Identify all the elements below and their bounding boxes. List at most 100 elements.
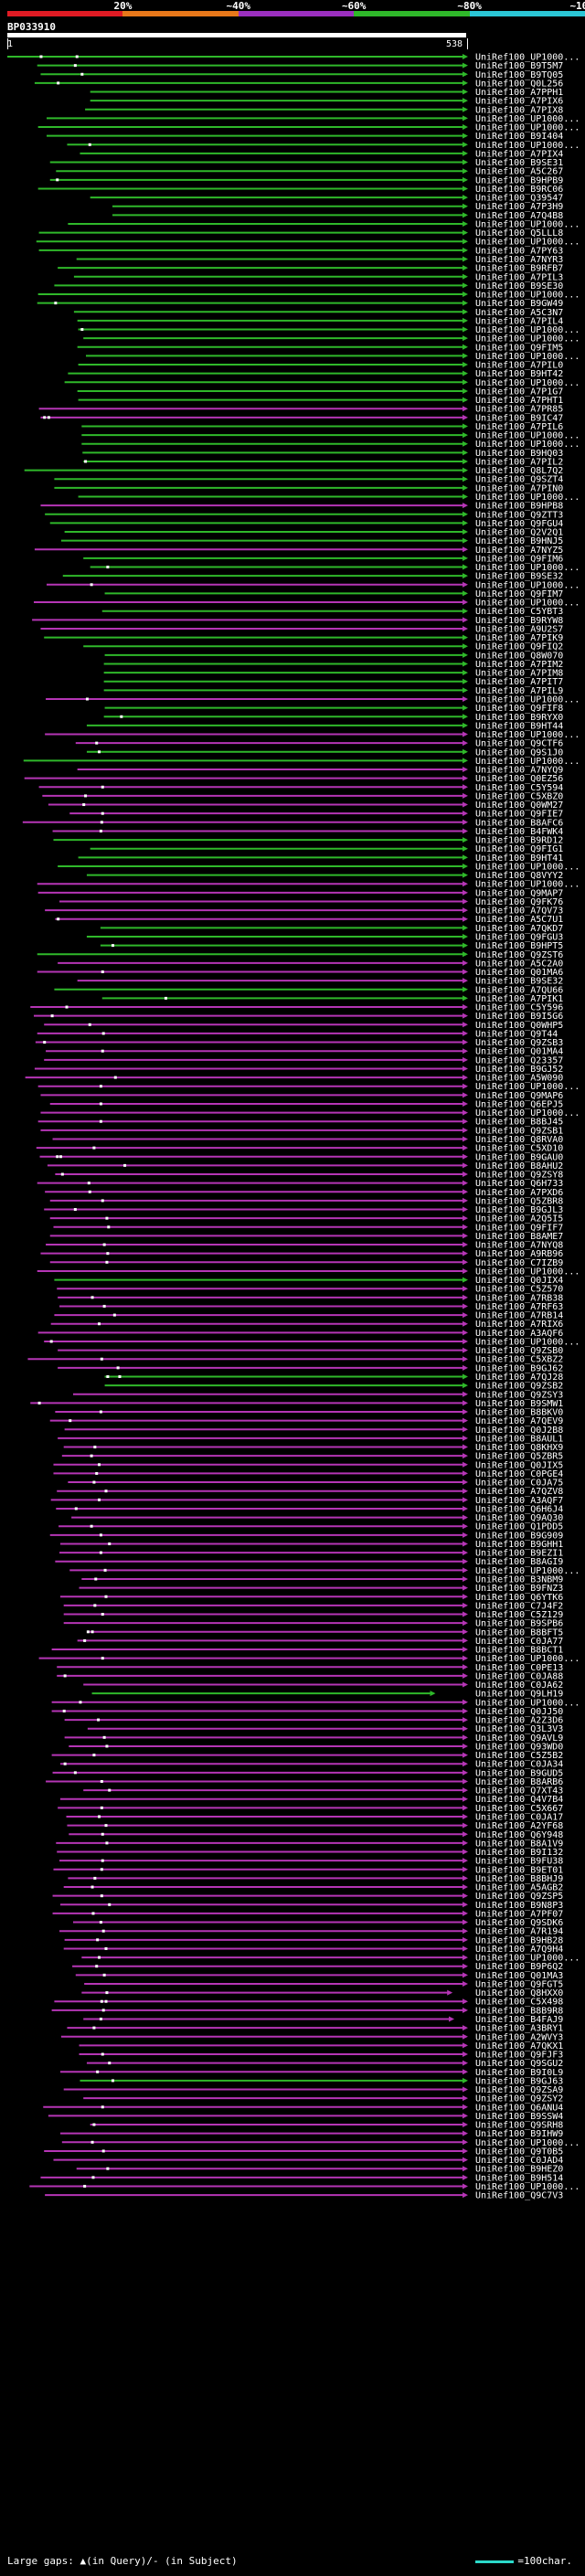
hit-label[interactable]: UniRef100_C0JA77 (475, 1637, 563, 1647)
hit-label[interactable]: UniRef100_Q8VYY2 (475, 871, 563, 881)
hit-label[interactable]: UniRef100_B9IC47 (475, 413, 563, 423)
hit-row[interactable]: UniRef100_Q9C7V3 (45, 2191, 563, 2201)
hit-label[interactable]: UniRef100_C0PGE4 (475, 1469, 563, 1479)
hit-label[interactable]: UniRef100_A7NYQ8 (475, 1241, 563, 1251)
hit-label[interactable]: UniRef100_UP1000... (475, 757, 580, 767)
hit-label[interactable]: UniRef100_Q9ZSB1 (475, 1126, 563, 1136)
hit-row[interactable]: UniRef100_B9HT42 (68, 369, 563, 379)
hit-row[interactable]: UniRef100_UP1000... (29, 2182, 580, 2192)
hit-row[interactable]: UniRef100_A7PIK1 (101, 994, 564, 1004)
hit-row[interactable]: UniRef100_B4FAJ9 (83, 2015, 563, 2025)
hit-row[interactable]: UniRef100_B9N8P3 (59, 1901, 563, 1911)
hit-label[interactable]: UniRef100_Q2V2Q1 (475, 528, 563, 538)
hit-row[interactable]: UniRef100_A2Q5I5 (49, 1214, 564, 1224)
hit-row[interactable]: UniRef100_B8A1V9 (56, 1839, 563, 1849)
hit-row[interactable]: UniRef100_A5C3N7 (73, 308, 563, 318)
hit-label[interactable]: UniRef100_C0JA75 (475, 1479, 563, 1489)
hit-label[interactable]: UniRef100_B8AGI9 (475, 1557, 563, 1567)
hit-row[interactable]: UniRef100_Q9FIM6 (83, 554, 563, 564)
hit-row[interactable]: UniRef100_A7PXD6 (45, 1188, 563, 1198)
hit-label[interactable]: UniRef100_B9SSW4 (475, 2112, 563, 2122)
hit-label[interactable]: UniRef100_B9RC06 (475, 185, 563, 195)
hit-label[interactable]: UniRef100_C5XD10 (475, 1144, 563, 1154)
hit-row[interactable]: UniRef100_UP1000... (44, 1337, 580, 1347)
hit-row[interactable]: UniRef100_Q0JIX4 (54, 1276, 563, 1286)
hit-row[interactable]: UniRef100_Q9ZSB0 (58, 1346, 563, 1356)
hit-label[interactable]: UniRef100_B9HEZ0 (475, 2165, 563, 2175)
hit-row[interactable]: UniRef100_B9GJ63 (80, 2076, 563, 2086)
hit-row[interactable]: UniRef100_C0JA75 (68, 1479, 563, 1489)
hit-row[interactable]: UniRef100_A7NYZ5 (34, 546, 563, 556)
hit-label[interactable]: UniRef100_A7NYQ9 (475, 766, 563, 776)
hit-label[interactable]: UniRef100_B9RD12 (475, 836, 563, 846)
hit-label[interactable]: UniRef100_UP1000... (475, 1566, 580, 1576)
hit-label[interactable]: UniRef100_A7QEV9 (475, 1416, 563, 1426)
hit-label[interactable]: UniRef100_A5C3N7 (475, 308, 563, 318)
hit-row[interactable]: UniRef100_Q9T0B5 (44, 2147, 563, 2157)
hit-label[interactable]: UniRef100_B9SE30 (475, 281, 563, 292)
hit-row[interactable]: UniRef100_A7PIX8 (85, 105, 563, 115)
hit-label[interactable]: UniRef100_A7PIX6 (475, 97, 563, 107)
hit-row[interactable]: UniRef100_A7PIN0 (54, 483, 563, 493)
hit-row[interactable]: UniRef100_UP1000... (51, 1698, 580, 1708)
hit-row[interactable]: UniRef100_B9RD12 (53, 836, 563, 846)
hit-label[interactable]: UniRef100_UP1000... (475, 599, 580, 609)
hit-row[interactable]: UniRef100_B8ARB6 (46, 1777, 563, 1787)
hit-row[interactable]: UniRef100_B9SE31 (49, 158, 564, 168)
hit-row[interactable]: UniRef100_Q5ZBR8 (49, 1196, 564, 1206)
hit-row[interactable]: UniRef100_UP1000... (37, 880, 580, 890)
hit-row[interactable]: UniRef100_B8AFC6 (22, 818, 564, 828)
hit-row[interactable]: UniRef100_UP1000... (47, 580, 580, 590)
hit-label[interactable]: UniRef100_Q9FGU3 (475, 933, 563, 943)
hit-label[interactable]: UniRef100_B8BFT5 (475, 1627, 563, 1638)
hit-row[interactable]: UniRef100_UP1000... (45, 730, 580, 740)
hit-row[interactable]: UniRef100_A5AGB2 (63, 1883, 564, 1893)
hit-label[interactable]: UniRef100_B9SE31 (475, 158, 563, 168)
hit-row[interactable]: UniRef100_UP1000... (46, 694, 580, 705)
hit-row[interactable]: UniRef100_B8BJ45 (37, 1118, 564, 1128)
hit-label[interactable]: UniRef100_A7QKX1 (475, 2041, 563, 2051)
hit-row[interactable]: UniRef100_Q9ZTT3 (45, 510, 563, 520)
hit-row[interactable]: UniRef100_A7PIL6 (81, 422, 563, 432)
hit-label[interactable]: UniRef100_Q9ZSY3 (475, 1390, 563, 1400)
hit-label[interactable]: UniRef100_A7PIL6 (475, 422, 563, 432)
hit-row[interactable]: UniRef100_A7PF07 (52, 1909, 564, 1919)
hit-label[interactable]: UniRef100_UP1000... (475, 325, 580, 335)
hit-row[interactable]: UniRef100_A7PIL2 (83, 457, 563, 467)
hit-label[interactable]: UniRef100_A7Q9H4 (475, 1945, 563, 1955)
hit-row[interactable]: UniRef100_Q9T44 (37, 1029, 558, 1039)
hit-row[interactable]: UniRef100_A7PHT1 (78, 396, 564, 406)
hit-row[interactable]: UniRef100_A7NYQ9 (77, 766, 564, 776)
hit-row[interactable]: UniRef100_A7QKX1 (79, 2041, 564, 2051)
hit-row[interactable]: UniRef100_UP1000... (78, 493, 580, 503)
hit-row[interactable]: UniRef100_B8BFT5 (86, 1627, 563, 1638)
hit-row[interactable]: UniRef100_A7PIX4 (80, 149, 563, 159)
hit-label[interactable]: UniRef100_A7NYZ5 (475, 546, 563, 556)
hit-label[interactable]: UniRef100_Q6H6J4 (475, 1504, 563, 1514)
hit-row[interactable]: UniRef100_Q9FGU3 (86, 933, 563, 943)
hit-label[interactable]: UniRef100_Q9FK76 (475, 897, 563, 907)
hit-row[interactable]: UniRef100_B9RFB7 (58, 264, 563, 274)
hit-row[interactable]: UniRef100_A7PIT7 (103, 677, 564, 687)
hit-row[interactable]: UniRef100_C0JA62 (83, 1680, 563, 1691)
hit-label[interactable]: UniRef100_Q01MA6 (475, 968, 563, 978)
hit-label[interactable]: UniRef100_B8BHJ9 (475, 1874, 563, 1884)
hit-row[interactable]: UniRef100_Q9ZSB2 (104, 1382, 564, 1392)
hit-row[interactable]: UniRef100_C5Z5B2 (51, 1751, 564, 1761)
hit-row[interactable]: UniRef100_Q9ZSA9 (63, 2085, 564, 2095)
hit-row[interactable]: UniRef100_B9HB28 (64, 1935, 564, 1945)
hit-row[interactable]: UniRef100_Q9ZSY8 (55, 1171, 563, 1181)
hit-label[interactable]: UniRef100_B9I0L9 (475, 2068, 563, 2078)
hit-label[interactable]: UniRef100_UP1000... (475, 53, 580, 63)
hit-label[interactable]: UniRef100_B9I5G6 (475, 1012, 563, 1022)
hit-row[interactable]: UniRef100_Q9ZST6 (37, 950, 564, 960)
hit-row[interactable]: UniRef100_C0JAD4 (53, 2156, 563, 2166)
hit-label[interactable]: UniRef100_C0JAD4 (475, 2156, 563, 2166)
hit-label[interactable]: UniRef100_Q9FIM5 (475, 343, 563, 353)
hit-label[interactable]: UniRef100_B9RYX0 (475, 713, 563, 723)
hit-label[interactable]: UniRef100_Q9FIF8 (475, 704, 563, 714)
hit-row[interactable]: UniRef100_B9FU38 (59, 1857, 563, 1867)
hit-label[interactable]: UniRef100_Q8L7Q2 (475, 466, 563, 476)
hit-row[interactable]: UniRef100_B9GUD5 (52, 1768, 564, 1778)
hit-label[interactable]: UniRef100_B9RYW8 (475, 616, 563, 626)
